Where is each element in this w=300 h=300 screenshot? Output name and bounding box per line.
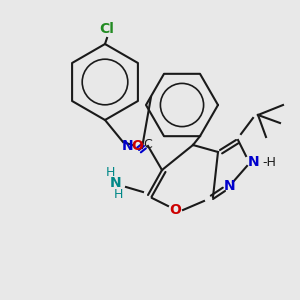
Text: O: O [169,203,181,217]
Text: Cl: Cl [100,22,114,36]
Text: -H: -H [262,155,276,169]
Text: N: N [122,139,133,153]
Text: N: N [224,179,236,193]
Text: H: H [105,167,115,179]
Text: N: N [248,155,260,169]
Text: N: N [110,176,122,190]
Text: O: O [131,139,143,153]
Text: C: C [144,137,152,151]
Text: H: H [113,188,123,202]
